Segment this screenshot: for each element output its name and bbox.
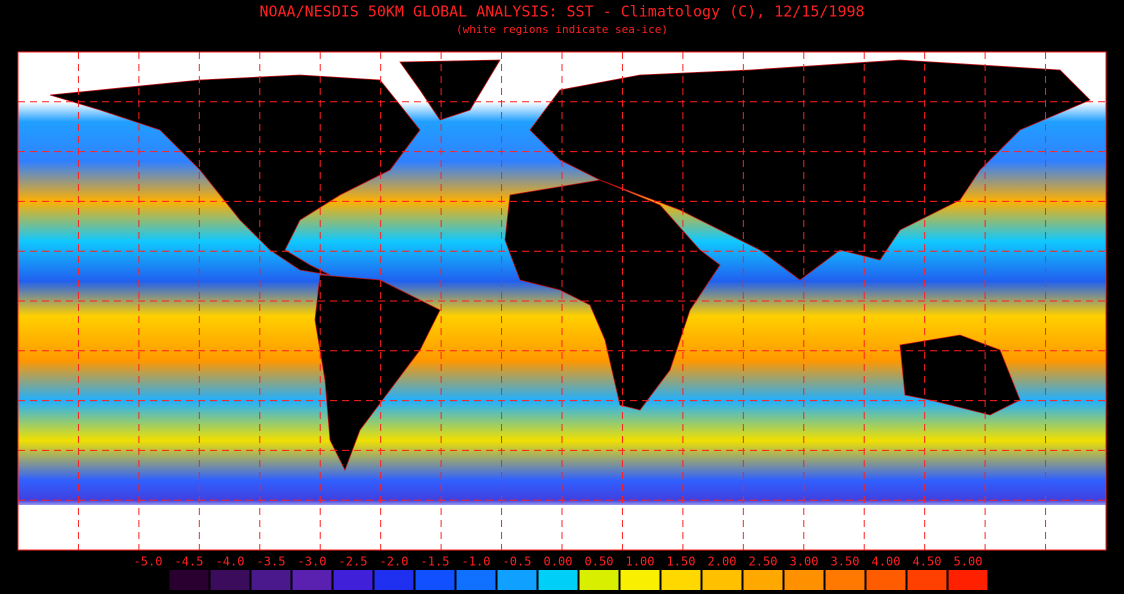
map-frame — [17, 51, 1107, 551]
colorbar-swatch — [620, 570, 660, 590]
colorbar-label: 0.00 — [544, 555, 573, 569]
colorbar-label: -3.5 — [257, 555, 286, 569]
colorbar-swatch — [210, 570, 250, 590]
colorbar-label: 3.00 — [790, 555, 819, 569]
colorbar: -5.0 -4.5 -4.0 -3.5 -3.0 -2.5 -2.0 -1.5 -1.0 -0.5… — [134, 555, 988, 590]
colorbar-swatch — [661, 570, 701, 590]
colorbar-label: 1.50 — [667, 555, 696, 569]
colorbar-swatch — [866, 570, 906, 590]
colorbar-label: 0.50 — [585, 555, 614, 569]
colorbar-swatch — [456, 570, 496, 590]
colorbar-label: 4.00 — [872, 555, 901, 569]
eurasia — [529, 59, 1091, 281]
colorbar-swatch — [292, 570, 332, 590]
subtitle: (white regions indicate sea-ice) — [456, 23, 668, 36]
colorbar-swatch — [743, 570, 783, 590]
colorbar-label: 5.00 — [954, 555, 983, 569]
colorbar-swatch — [907, 570, 947, 590]
colorbar-swatch — [251, 570, 291, 590]
map — [17, 51, 1107, 551]
colorbar-label: -1.5 — [421, 555, 450, 569]
colorbar-swatch — [784, 570, 824, 590]
graticule — [18, 52, 1106, 550]
colorbar-swatch — [497, 570, 537, 590]
colorbar-swatch — [169, 570, 209, 590]
colorbar-label: 1.00 — [626, 555, 655, 569]
colorbar-label: -0.5 — [503, 555, 532, 569]
australia — [899, 334, 1021, 416]
colorbar-swatch — [415, 570, 455, 590]
colorbar-label: -4.0 — [216, 555, 245, 569]
colorbar-label: -1.0 — [462, 555, 491, 569]
colorbar-swatch — [579, 570, 619, 590]
colorbar-label: -4.5 — [175, 555, 204, 569]
colorbar-label: -2.0 — [380, 555, 409, 569]
colorbar-label: 3.50 — [831, 555, 860, 569]
colorbar-label: -2.5 — [339, 555, 368, 569]
colorbar-label: 2.50 — [749, 555, 778, 569]
colorbar-swatch — [702, 570, 742, 590]
colorbar-swatch — [374, 570, 414, 590]
colorbar-label: 4.50 — [913, 555, 942, 569]
africa — [504, 179, 721, 411]
south-america — [314, 274, 441, 471]
colorbar-swatch — [333, 570, 373, 590]
greenland — [399, 59, 501, 121]
colorbar-label: -3.0 — [298, 555, 327, 569]
colorbar-label: 2.00 — [708, 555, 737, 569]
colorbar-swatch — [948, 570, 988, 590]
colorbar-label: -5.0 — [134, 555, 163, 569]
north-america — [49, 74, 421, 276]
colorbar-swatch — [825, 570, 865, 590]
colorbar-swatch — [538, 570, 578, 590]
title: NOAA/NESDIS 50KM GLOBAL ANALYSIS: SST - … — [259, 3, 864, 21]
